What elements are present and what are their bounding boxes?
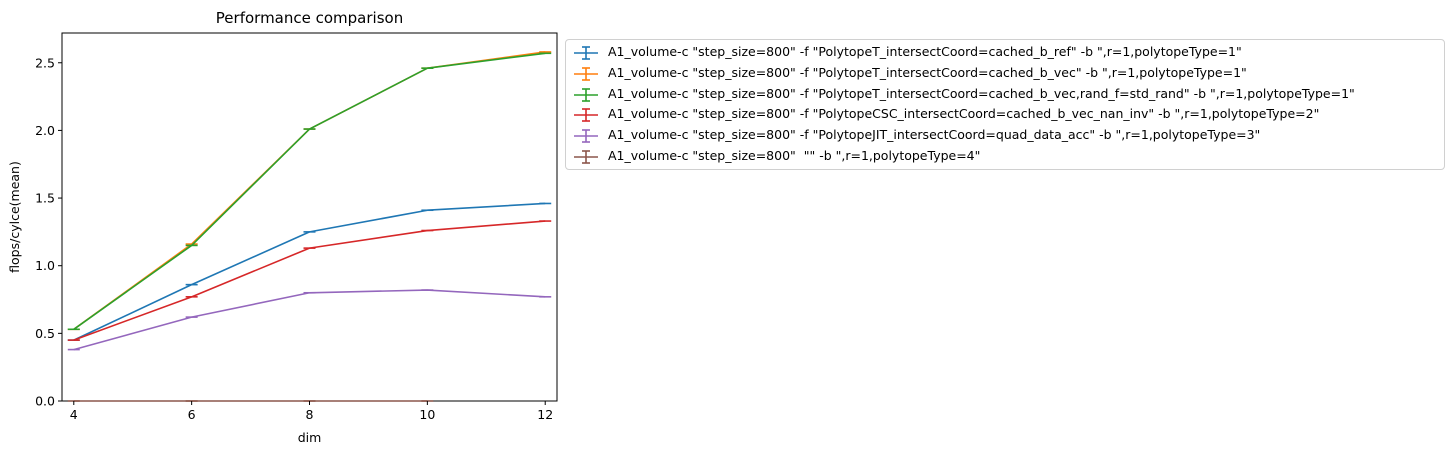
legend-item: A1_volume-c "step_size=800" -f "Polytope… xyxy=(566,42,1446,62)
legend-label: A1_volume-c "step_size=800" "" -b ",r=1,… xyxy=(608,148,981,163)
y-tick-label: 0.0 xyxy=(35,394,55,409)
legend-swatch xyxy=(574,87,598,102)
plot-area-frame xyxy=(61,32,558,402)
y-tick-label: 2.0 xyxy=(35,123,55,138)
y-tick-label: 1.0 xyxy=(35,258,55,273)
legend-item: A1_volume-c "step_size=800" -f "Polytope… xyxy=(566,63,1446,83)
series-5 xyxy=(67,289,552,351)
y-axis-label: flops/cylce(mean) xyxy=(7,161,22,273)
x-tick-label: 12 xyxy=(537,407,553,422)
legend-label: A1_volume-c "step_size=800" -f "Polytope… xyxy=(608,85,1355,101)
legend-label: A1_volume-c "step_size=800" -f "Polytope… xyxy=(608,64,1247,80)
legend-swatch xyxy=(574,46,598,60)
legend-label: A1_volume-c "step_size=800" -f "Polytope… xyxy=(608,106,1320,122)
legend-swatch xyxy=(574,108,598,123)
series-4 xyxy=(67,220,552,341)
y-tick-label: 0.5 xyxy=(35,326,55,341)
legend-item: A1_volume-c "step_size=800" -f "Polytope… xyxy=(566,84,1446,104)
legend-label: A1_volume-c "step_size=800" -f "Polytope… xyxy=(608,44,1242,59)
chart-title: Performance comparison xyxy=(216,9,403,27)
x-tick-label: 4 xyxy=(70,407,78,422)
legend: A1_volume-c "step_size=800" -f "Polytope… xyxy=(565,39,1445,170)
legend-item: A1_volume-c "step_size=800" "" -b ",r=1,… xyxy=(566,146,1446,166)
legend-swatch xyxy=(574,150,598,164)
legend-label: A1_volume-c "step_size=800" -f "Polytope… xyxy=(608,127,1261,143)
series-line xyxy=(73,289,546,351)
series-2 xyxy=(67,51,552,331)
legend-item: A1_volume-c "step_size=800" -f "Polytope… xyxy=(566,125,1446,145)
y-tick-label: 2.5 xyxy=(35,55,55,70)
x-tick-label: 10 xyxy=(419,407,435,422)
x-tick-label: 8 xyxy=(306,407,314,422)
series-line xyxy=(73,51,546,330)
y-tick-label: 1.5 xyxy=(35,191,55,206)
legend-swatch xyxy=(574,129,598,143)
series-line xyxy=(73,52,546,330)
series-3 xyxy=(67,52,552,331)
legend-swatch xyxy=(574,66,598,81)
x-axis-label: dim xyxy=(298,430,322,445)
series-1 xyxy=(67,202,552,341)
legend-item: A1_volume-c "step_size=800" -f "Polytope… xyxy=(566,104,1446,124)
series-line xyxy=(73,202,546,341)
x-tick-label: 6 xyxy=(188,407,196,422)
series-line xyxy=(73,220,546,341)
